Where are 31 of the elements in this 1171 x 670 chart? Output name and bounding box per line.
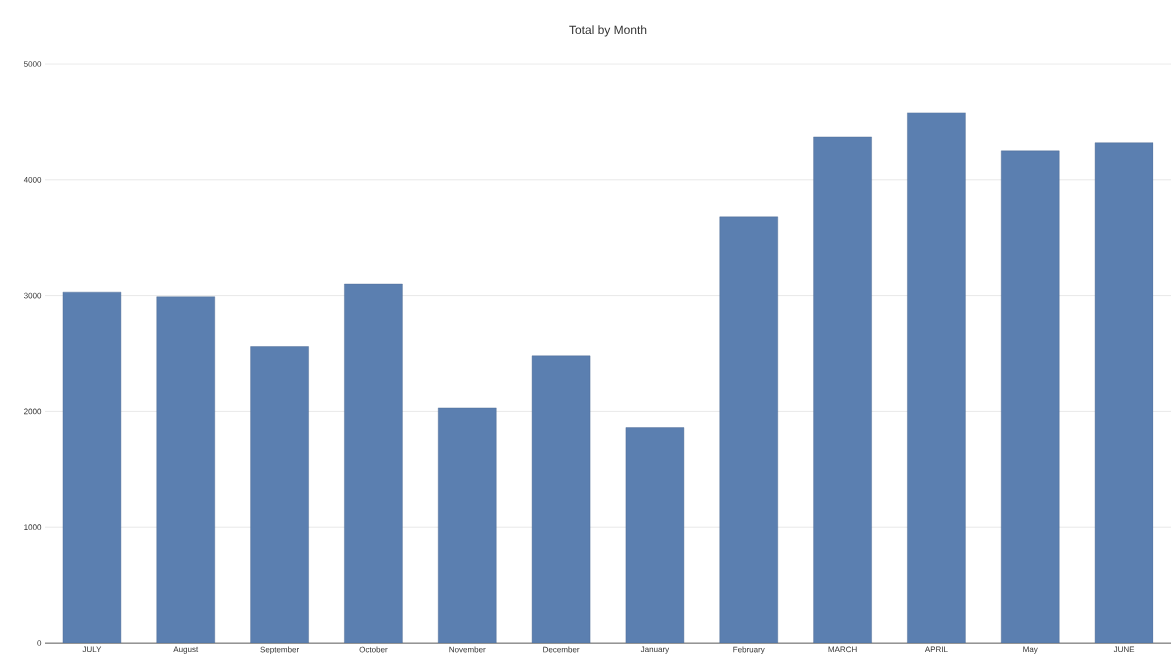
x-tick-label: October [359,646,388,653]
chart-title: Total by Month [569,25,647,37]
y-tick-label: 5000 [23,61,42,67]
x-tick-label: MARCH [828,646,857,653]
bar [625,427,685,643]
x-tick-label: September [260,646,300,654]
x-tick-label: January [640,646,670,654]
bar [250,346,309,643]
x-tick-label: JULY [82,646,102,653]
bar [156,296,215,643]
x-tick-label: November [449,646,486,653]
x-tick-label: August [173,646,199,654]
bar [907,112,966,643]
x-tick-label: JUNE [1113,646,1135,653]
x-tick-label: APRIL [924,646,948,653]
bar [719,216,778,643]
bar [344,283,403,643]
y-tick-label: 0 [37,640,42,646]
x-tick-label: February [733,646,765,654]
y-tick-label: 1000 [24,524,42,531]
x-tick-label: December [543,646,580,653]
bar [531,355,591,643]
x-tick-label: May [1023,646,1038,654]
bar [1001,150,1060,643]
y-tick-label: 2000 [24,408,42,415]
bar [1094,142,1154,643]
y-tick-label: 3000 [23,292,42,299]
bar [813,136,872,643]
bar [438,407,497,643]
bar [62,291,122,643]
y-tick-label: 4000 [23,176,42,183]
